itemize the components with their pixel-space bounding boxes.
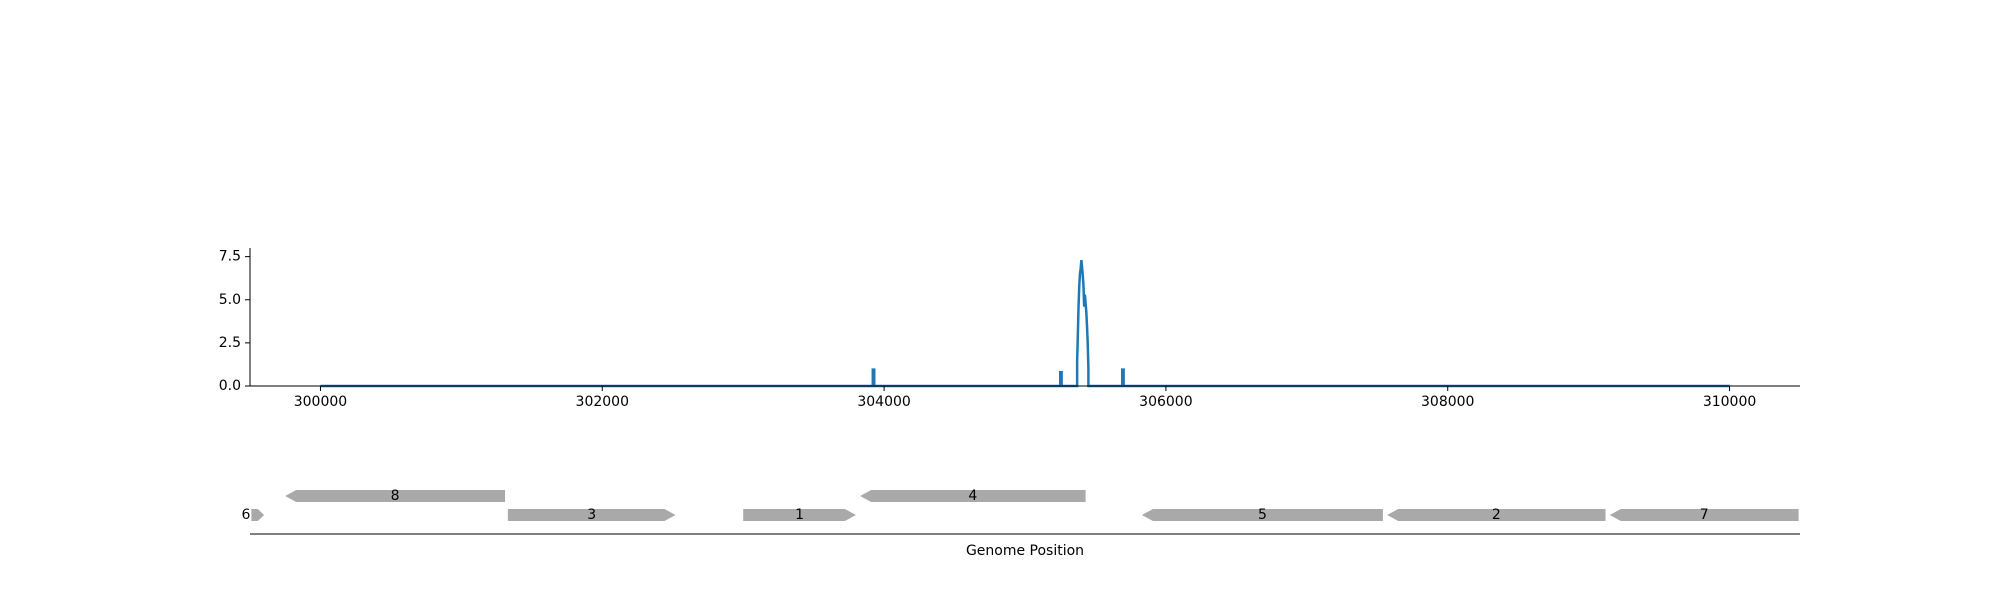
gene-7-arrow: [1609, 509, 1799, 521]
x-tick-label: 308000: [1421, 394, 1474, 410]
x-tick-label: 306000: [1139, 394, 1192, 410]
coverage-plot: 0.0 2.5 5.0 7.5 300000 302000 304000 306000 308…: [219, 248, 1800, 410]
gene-1-label: 1: [795, 507, 804, 523]
x-tick-label: 304000: [857, 394, 910, 410]
y-tick-label: 0.0: [219, 378, 241, 394]
gene-8-label: 8: [391, 488, 400, 504]
x-tick-label: 310000: [1703, 394, 1756, 410]
gene-track: 6 8 3 1 4 5 2 7 Genome Position: [241, 488, 1800, 559]
gene-3-label: 3: [587, 507, 596, 523]
x-tick-label: 300000: [294, 394, 347, 410]
gene-2-label: 2: [1492, 507, 1501, 523]
y-tick-label: 2.5: [219, 335, 241, 351]
gene-4-label: 4: [968, 488, 977, 504]
y-tick-label: 5.0: [219, 292, 241, 308]
gene-6-arrow: [251, 509, 265, 521]
gene-4-arrow: [860, 490, 1086, 502]
coverage-x-ticks: 300000 302000 304000 306000 308000 310000: [294, 386, 1756, 410]
coverage-y-ticks: 0.0 2.5 5.0 7.5: [219, 249, 250, 394]
x-tick-label: 302000: [576, 394, 629, 410]
gene-5-label: 5: [1258, 507, 1267, 523]
gene-5-arrow: [1141, 509, 1383, 521]
gene-1-arrow: [743, 509, 856, 521]
gene-3-arrow: [507, 509, 676, 521]
y-tick-label: 7.5: [219, 249, 241, 265]
gene-7-label: 7: [1700, 507, 1709, 523]
gene-6-label: 6: [241, 507, 250, 523]
gene-8-arrow: [285, 490, 506, 502]
gene-layer: 6 8 3 1 4 5 2 7: [241, 488, 1799, 523]
gene-track-xlabel: Genome Position: [966, 543, 1084, 559]
gene-2-arrow: [1387, 509, 1606, 521]
